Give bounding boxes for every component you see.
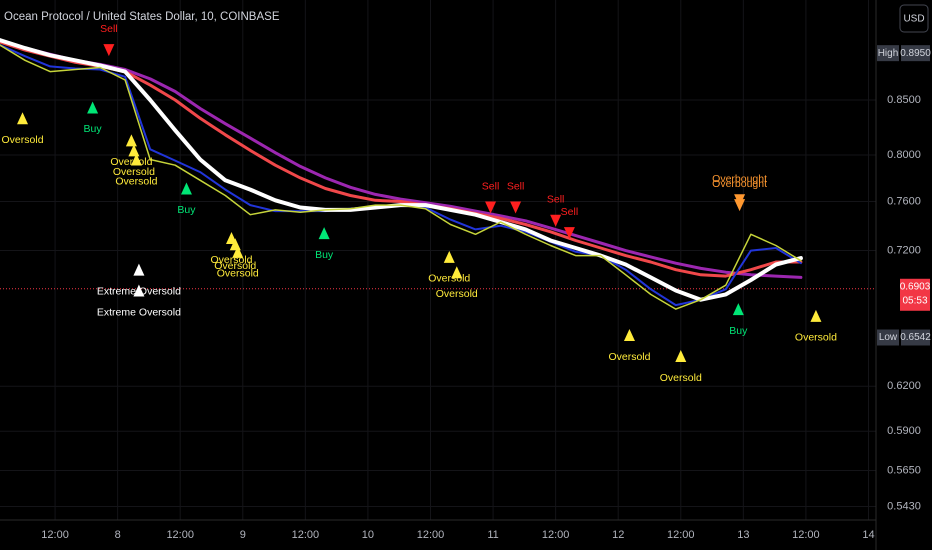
y-tick-label: 0.5650 — [887, 464, 921, 476]
x-tick-label: 8 — [115, 529, 121, 541]
series-line — [0, 44, 802, 310]
signal-marker — [734, 199, 746, 212]
x-tick-label: 12:00 — [292, 529, 320, 541]
signal-marker — [128, 144, 140, 157]
signal-label: Oversold — [2, 134, 44, 146]
currency-label[interactable]: USD — [903, 14, 924, 25]
signal-label: Overbought — [712, 173, 767, 185]
signal-marker — [318, 227, 330, 240]
signal-marker — [87, 101, 99, 114]
signal-label: Oversold — [113, 166, 155, 178]
signal-marker — [133, 284, 145, 297]
signal-label: Sell — [561, 206, 579, 218]
signal-label: Buy — [84, 123, 103, 135]
signal-label: Buy — [729, 325, 748, 337]
signal-marker — [443, 250, 455, 263]
series-line — [0, 38, 803, 279]
signal-marker — [180, 182, 192, 195]
chart-title: Ocean Protocol / United States Dollar, 1… — [4, 11, 280, 23]
annotations: OversoldBuySellOversoldOversoldOversoldE… — [2, 23, 838, 384]
x-tick-label: 10 — [362, 529, 374, 541]
low-value-label: 0.6542 — [900, 332, 931, 343]
price-axis — [876, 0, 932, 550]
signal-marker — [103, 44, 115, 57]
signal-marker — [810, 309, 822, 322]
signal-label: Sell — [100, 23, 118, 35]
grid — [0, 0, 876, 520]
signal-label: Buy — [315, 249, 334, 261]
axes: 0.8500 0.8000 0.7600 0.7200 0.6200 0.5900 0.56… — [41, 45, 931, 541]
signal-label: Oversold — [608, 351, 650, 363]
currency-button[interactable] — [899, 4, 929, 33]
signal-marker — [550, 214, 562, 227]
x-tick-label: 12:00 — [166, 529, 194, 541]
signal-label: Sell — [507, 180, 525, 192]
signal-label: Sell — [482, 180, 500, 192]
signal-marker — [675, 349, 687, 362]
signal-marker — [130, 153, 142, 166]
signal-label: Oversold — [436, 288, 478, 300]
signal-marker — [232, 245, 244, 258]
x-tick-label: 14 — [862, 529, 874, 541]
signal-label: Oversold — [660, 372, 702, 384]
signal-label: Oversold — [217, 268, 259, 280]
signal-label: Oversold — [214, 260, 256, 272]
signal-label: Extreme Oversold — [97, 306, 181, 318]
signal-marker — [485, 201, 497, 214]
signal-label: Oversold — [115, 175, 157, 187]
countdown-label: 05:53 — [902, 295, 927, 306]
x-tick-label: 13 — [737, 529, 749, 541]
signal-label: Oversold — [428, 273, 470, 285]
plot — [0, 38, 876, 310]
x-tick-label: 12:00 — [667, 529, 695, 541]
signal-label: Oversold — [110, 156, 152, 168]
low-tag — [877, 329, 899, 346]
current-value-label: 0.6903 — [900, 281, 931, 292]
y-tick-label: 0.8500 — [887, 94, 921, 106]
high-tag-label: High — [878, 48, 899, 59]
high-value-label: 0.8950 — [900, 48, 931, 59]
y-tick-label: 0.7200 — [887, 244, 921, 256]
signal-marker — [732, 303, 744, 316]
low-tag-label: Low — [879, 332, 898, 343]
x-tick-label: 11 — [487, 529, 498, 541]
x-tick-label: 12 — [612, 529, 624, 541]
x-tick-label: 12:00 — [41, 529, 69, 541]
high-value-box — [901, 45, 930, 62]
signal-label: Oversold — [795, 332, 837, 344]
series-line — [0, 40, 803, 278]
signal-label: Sell — [547, 194, 565, 206]
signal-marker — [133, 263, 145, 276]
signal-marker — [17, 112, 29, 125]
x-tick-label: 9 — [240, 529, 246, 541]
low-value-box — [901, 329, 930, 346]
current-tag — [900, 278, 930, 311]
signal-marker — [563, 227, 575, 240]
signal-label: Buy — [177, 204, 196, 216]
high-tag — [877, 45, 899, 62]
y-tick-label: 0.6200 — [887, 380, 921, 392]
x-tick-label: 12:00 — [417, 529, 445, 541]
y-tick-label: 0.5900 — [887, 425, 921, 437]
y-tick-label: 0.5430 — [887, 500, 921, 512]
signal-marker — [623, 329, 635, 342]
y-tick-label: 0.8000 — [887, 149, 921, 161]
x-tick-label: 12:00 — [542, 529, 570, 541]
signal-marker — [451, 266, 463, 279]
signal-marker — [510, 201, 522, 214]
signal-marker — [125, 134, 137, 147]
x-tick-label: 12:00 — [792, 529, 820, 541]
y-tick-label: 0.7600 — [887, 195, 921, 207]
signal-label: Overbought — [712, 178, 767, 190]
